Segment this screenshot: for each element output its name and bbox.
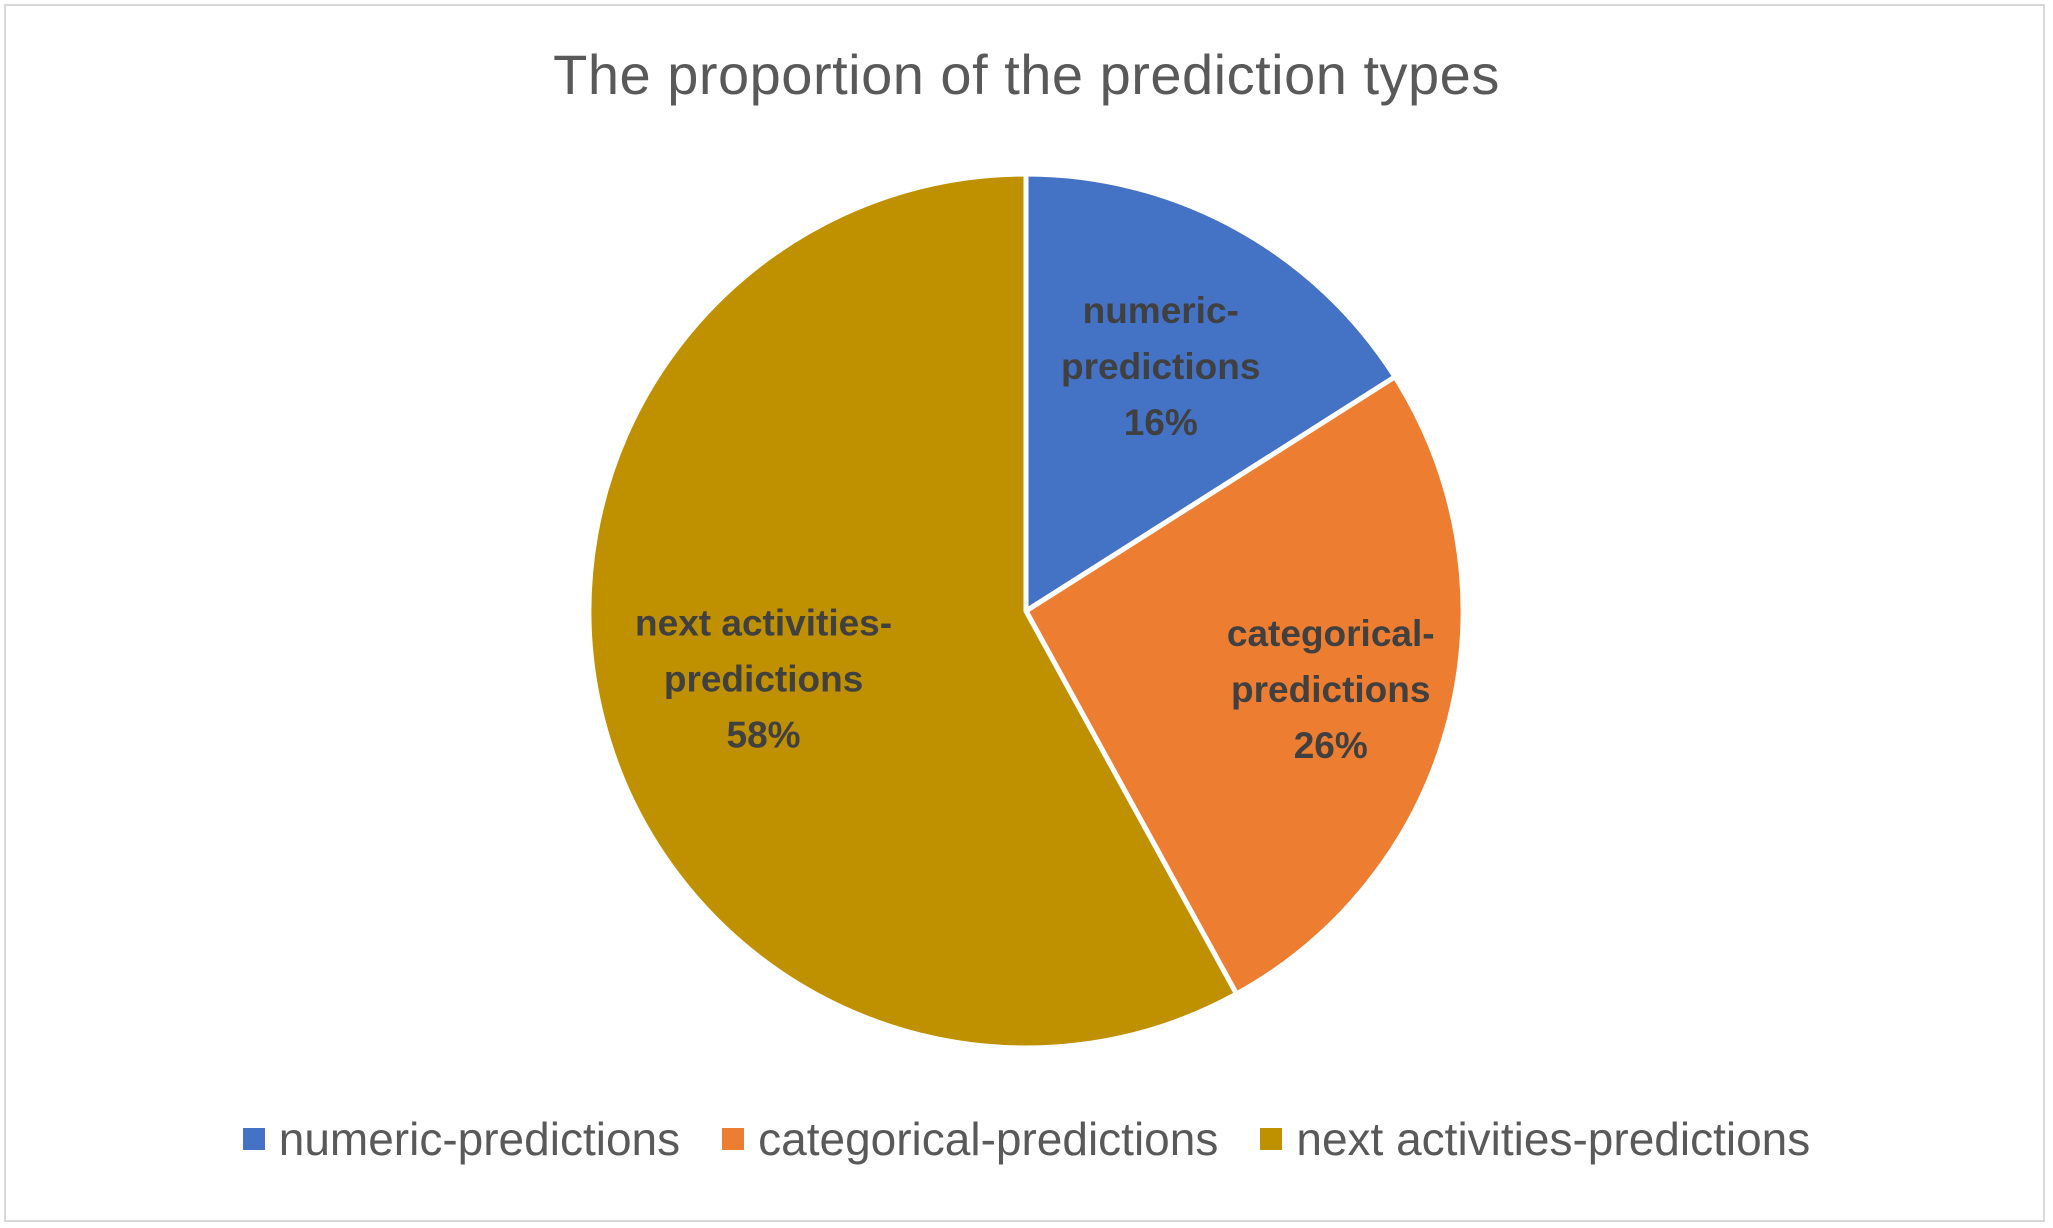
slice-label: numeric-predictions 16%	[1061, 290, 1260, 443]
legend-item-next-activities-predictions: next activities-predictions	[1260, 1112, 1810, 1166]
slice-label: categorical-predictions 26%	[1227, 613, 1435, 766]
legend-label: numeric-predictions	[278, 1113, 681, 1165]
legend-swatch	[1260, 1128, 1283, 1150]
slice-value-label: 58%	[727, 714, 801, 755]
pie-slice-categorical-predictions	[1023, 374, 1466, 997]
legend-label: categorical-predictions	[758, 1113, 1219, 1165]
pie-slice-next-activities-predictions	[586, 171, 1240, 1051]
legend-swatch	[242, 1128, 265, 1150]
slice-category-label: numeric-	[1083, 290, 1239, 331]
legend-item-numeric-predictions: numeric-predictions	[242, 1112, 681, 1166]
slice-label: next activities-predictions 58%	[635, 602, 892, 755]
legend: numeric-predictions categorical-predicti…	[0, 1112, 2053, 1166]
slice-value-label: 26%	[1294, 725, 1368, 766]
legend-item-categorical-predictions: categorical-predictions	[722, 1112, 1218, 1166]
chart-title: The proportion of the prediction types	[553, 43, 1500, 106]
legend-label: next activities-predictions	[1296, 1113, 1811, 1165]
slice-category-label: predictions	[1231, 669, 1430, 710]
slice-value-label: 16%	[1124, 402, 1198, 443]
slice-category-label: next activities-	[635, 602, 892, 643]
slice-category-label: predictions	[1061, 346, 1260, 387]
legend-swatch	[722, 1128, 745, 1150]
slice-category-label: predictions	[664, 658, 863, 699]
slice-category-label: categorical-	[1227, 613, 1435, 654]
pie-slice-numeric-predictions	[1023, 171, 1398, 614]
